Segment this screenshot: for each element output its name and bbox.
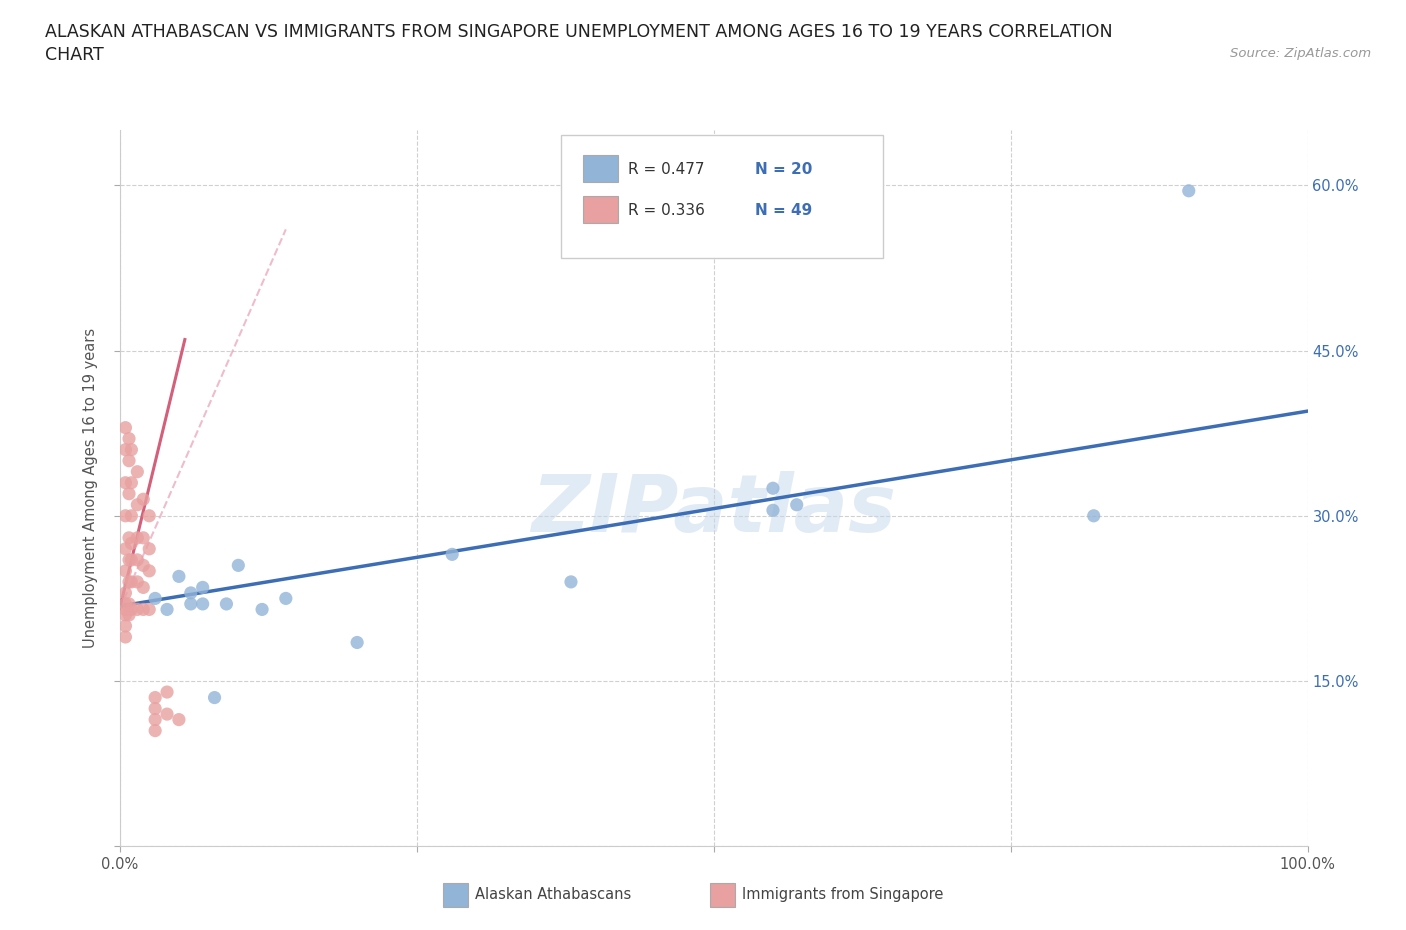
Point — [120, 443, 142, 458]
Point — [156, 602, 179, 617]
Point — [143, 591, 166, 605]
Point — [127, 602, 149, 617]
Point — [118, 552, 141, 567]
Point — [127, 498, 149, 512]
Point — [250, 602, 273, 617]
FancyBboxPatch shape — [583, 155, 619, 182]
Point — [762, 503, 785, 518]
Point — [114, 586, 136, 601]
Point — [114, 596, 136, 611]
Point — [138, 564, 160, 578]
Point — [118, 575, 141, 590]
Point — [118, 596, 141, 611]
Point — [441, 547, 464, 562]
Point — [204, 690, 226, 705]
FancyBboxPatch shape — [561, 135, 883, 258]
Point — [132, 492, 155, 507]
Point — [215, 596, 238, 611]
Point — [191, 580, 214, 595]
Text: Source: ZipAtlas.com: Source: ZipAtlas.com — [1230, 46, 1371, 60]
Point — [114, 607, 136, 622]
Point — [156, 707, 179, 722]
FancyBboxPatch shape — [583, 196, 619, 223]
Point — [228, 558, 250, 573]
Point — [143, 724, 166, 738]
Point — [132, 602, 155, 617]
Point — [127, 464, 149, 479]
Point — [132, 580, 155, 595]
Text: N = 49: N = 49 — [755, 203, 813, 218]
Point — [1083, 509, 1105, 524]
Point — [274, 591, 297, 605]
Point — [167, 569, 190, 584]
Point — [127, 575, 149, 590]
Point — [138, 541, 160, 556]
Text: R = 0.336: R = 0.336 — [628, 203, 704, 218]
Point — [114, 475, 136, 490]
Point — [132, 530, 155, 545]
Point — [127, 530, 149, 545]
Point — [114, 602, 136, 617]
Point — [120, 475, 142, 490]
Point — [118, 607, 141, 622]
Point — [143, 701, 166, 716]
Point — [762, 481, 785, 496]
Y-axis label: Unemployment Among Ages 16 to 19 years: Unemployment Among Ages 16 to 19 years — [83, 328, 98, 648]
Point — [156, 684, 179, 699]
Point — [786, 498, 808, 512]
Point — [120, 552, 142, 567]
Text: Alaskan Athabascans: Alaskan Athabascans — [475, 887, 631, 902]
Point — [127, 552, 149, 567]
Text: N = 20: N = 20 — [755, 162, 813, 177]
Point — [120, 509, 142, 524]
Point — [114, 630, 136, 644]
Point — [138, 509, 160, 524]
Point — [114, 541, 136, 556]
Point — [114, 509, 136, 524]
Point — [1178, 183, 1201, 198]
Text: R = 0.477: R = 0.477 — [628, 162, 704, 177]
Point — [138, 602, 160, 617]
Point — [120, 575, 142, 590]
Point — [114, 618, 136, 633]
Point — [191, 596, 214, 611]
Point — [114, 564, 136, 578]
Point — [114, 443, 136, 458]
Text: CHART: CHART — [45, 46, 104, 64]
Point — [560, 575, 582, 590]
Point — [118, 453, 141, 468]
Text: ZIPatlas: ZIPatlas — [531, 471, 896, 549]
Point — [143, 690, 166, 705]
Point — [143, 712, 166, 727]
Point — [118, 530, 141, 545]
Point — [167, 712, 190, 727]
Point — [118, 486, 141, 501]
Point — [346, 635, 368, 650]
Point — [180, 596, 202, 611]
Point — [132, 558, 155, 573]
Text: ALASKAN ATHABASCAN VS IMMIGRANTS FROM SINGAPORE UNEMPLOYMENT AMONG AGES 16 TO 19: ALASKAN ATHABASCAN VS IMMIGRANTS FROM SI… — [45, 23, 1112, 41]
Point — [180, 586, 202, 601]
Point — [120, 536, 142, 551]
Point — [120, 602, 142, 617]
Text: Immigrants from Singapore: Immigrants from Singapore — [742, 887, 943, 902]
Point — [114, 420, 136, 435]
Point — [118, 432, 141, 446]
